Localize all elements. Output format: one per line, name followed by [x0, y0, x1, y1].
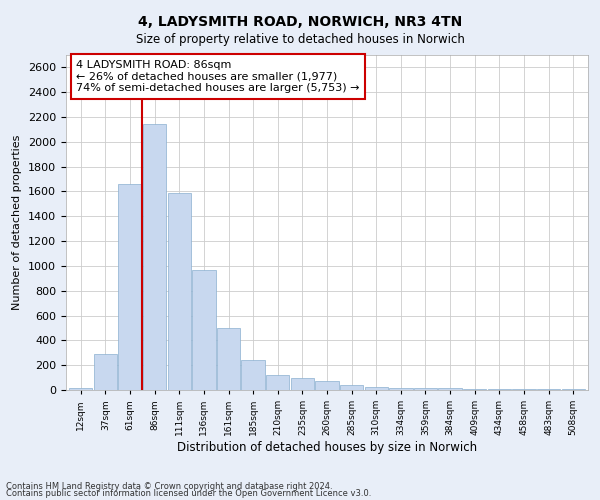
Bar — [562, 389, 585, 390]
Text: Size of property relative to detached houses in Norwich: Size of property relative to detached ho… — [136, 32, 464, 46]
Text: Contains public sector information licensed under the Open Government Licence v3: Contains public sector information licen… — [6, 489, 371, 498]
Bar — [241, 360, 265, 390]
Bar — [94, 354, 117, 390]
Bar — [340, 385, 364, 390]
Bar — [463, 389, 487, 390]
Bar — [69, 388, 92, 390]
Bar — [143, 124, 166, 390]
Bar — [316, 382, 338, 390]
Bar — [217, 328, 240, 390]
Text: 4 LADYSMITH ROAD: 86sqm
← 26% of detached houses are smaller (1,977)
74% of semi: 4 LADYSMITH ROAD: 86sqm ← 26% of detache… — [76, 60, 360, 93]
X-axis label: Distribution of detached houses by size in Norwich: Distribution of detached houses by size … — [177, 441, 477, 454]
Bar — [488, 389, 511, 390]
Text: 4, LADYSMITH ROAD, NORWICH, NR3 4TN: 4, LADYSMITH ROAD, NORWICH, NR3 4TN — [138, 15, 462, 29]
Bar — [118, 184, 142, 390]
Y-axis label: Number of detached properties: Number of detached properties — [13, 135, 22, 310]
Bar — [414, 388, 437, 390]
Bar — [389, 388, 413, 390]
Text: Contains HM Land Registry data © Crown copyright and database right 2024.: Contains HM Land Registry data © Crown c… — [6, 482, 332, 491]
Bar — [266, 375, 289, 390]
Bar — [192, 270, 215, 390]
Bar — [290, 378, 314, 390]
Bar — [439, 388, 462, 390]
Bar — [167, 192, 191, 390]
Bar — [365, 387, 388, 390]
